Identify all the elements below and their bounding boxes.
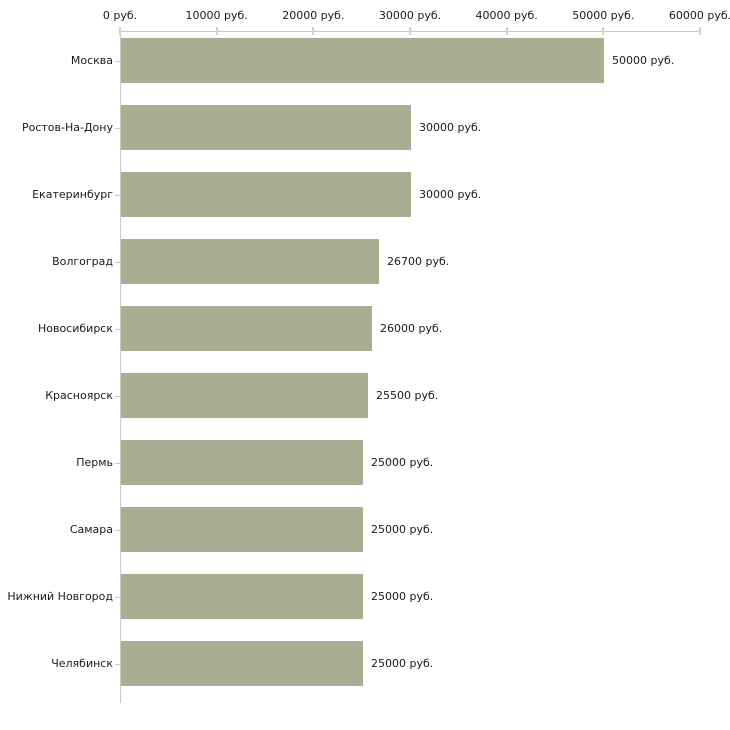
x-axis-tick-label: 30000 руб.	[378, 9, 442, 22]
x-axis-tick	[505, 27, 508, 35]
x-axis-tick-label: 60000 руб.	[668, 9, 730, 22]
category-label: Москва	[70, 53, 113, 67]
x-axis-tick-label: 20000 руб.	[282, 9, 345, 22]
category-label: Новосибирск	[37, 321, 113, 335]
x-axis-tick-label: 40000 руб.	[475, 9, 538, 22]
value-label: 25500 руб.	[376, 388, 439, 402]
category-label: Челябинск	[51, 656, 113, 670]
value-label: 30000 руб.	[419, 187, 482, 201]
category-label: Ростов-На-Дону	[21, 120, 113, 134]
bar	[121, 172, 411, 217]
bar	[121, 507, 363, 552]
category-label: Самара	[69, 522, 113, 536]
bar	[121, 38, 604, 83]
category-tick	[115, 328, 120, 330]
category-tick	[115, 395, 120, 397]
category-label: Нижний Новгород	[7, 589, 113, 603]
category-tick	[115, 261, 120, 263]
value-label: 30000 руб.	[419, 120, 482, 134]
x-axis-tick-label: 0 руб.	[102, 9, 138, 22]
bar	[121, 373, 368, 418]
value-label: 25000 руб.	[371, 522, 434, 536]
category-tick	[115, 462, 120, 464]
category-tick	[115, 596, 120, 598]
value-label: 25000 руб.	[371, 455, 434, 469]
category-label: Красноярск	[45, 388, 113, 402]
bar	[121, 641, 363, 686]
x-axis-tick	[312, 27, 315, 35]
category-label: Екатеринбург	[32, 187, 113, 201]
bar	[121, 239, 379, 284]
bar	[121, 306, 372, 351]
x-axis-tick	[602, 27, 605, 35]
x-axis-tick-label: 50000 руб.	[572, 9, 635, 22]
y-axis-line	[120, 31, 121, 703]
value-label: 50000 руб.	[612, 53, 675, 67]
value-label: 26700 руб.	[387, 254, 450, 268]
category-tick	[115, 194, 120, 196]
bar	[121, 440, 363, 485]
x-axis-tick	[119, 27, 121, 35]
x-axis-tick	[409, 27, 411, 35]
value-label: 25000 руб.	[371, 656, 434, 670]
x-axis-tick	[699, 27, 701, 35]
x-axis-tick-label: 10000 руб.	[185, 9, 248, 22]
bar	[121, 574, 363, 619]
value-label: 25000 руб.	[371, 589, 434, 603]
x-axis-tick	[215, 27, 218, 35]
category-tick	[115, 127, 120, 129]
category-tick	[115, 529, 120, 531]
category-tick	[115, 663, 120, 665]
category-label: Волгоград	[52, 254, 113, 268]
category-tick	[115, 60, 120, 62]
category-label: Пермь	[76, 455, 113, 469]
bar	[121, 105, 411, 150]
value-label: 26000 руб.	[380, 321, 443, 335]
